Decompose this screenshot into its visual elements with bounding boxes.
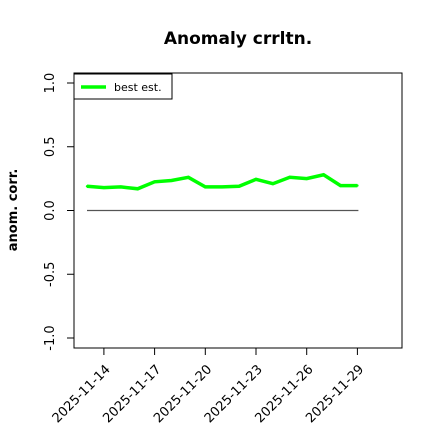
data-point xyxy=(254,178,258,181)
chart-title: Anomaly crrltn. xyxy=(164,29,312,49)
data-point xyxy=(136,187,139,190)
data-point xyxy=(221,185,224,189)
y-axis-label: anom. corr. xyxy=(6,169,21,252)
data-point xyxy=(305,177,308,180)
y-tick-label: 1.0 xyxy=(43,73,58,94)
y-tick-label: -1.0 xyxy=(43,325,58,350)
x-axis: 2025-11-142025-11-172025-11-202025-11-23… xyxy=(50,347,367,426)
data-point xyxy=(356,184,359,187)
data-point xyxy=(119,185,123,189)
y-tick-label: -0.5 xyxy=(43,262,58,287)
data-point xyxy=(85,185,89,188)
data-point xyxy=(187,176,190,179)
data-point xyxy=(339,184,342,187)
data-point xyxy=(271,182,275,185)
data-point xyxy=(237,185,241,188)
data-point xyxy=(153,180,156,183)
y-tick-label: 0.5 xyxy=(43,136,58,157)
data-point xyxy=(288,176,291,179)
series-layer xyxy=(85,172,359,191)
y-tick-label: 0.0 xyxy=(43,200,58,221)
legend: best est. xyxy=(73,73,173,100)
y-axis: -1.0 -0.5 0.0 0.5 1.0 xyxy=(43,73,75,351)
data-point xyxy=(204,185,207,189)
data-point xyxy=(322,173,325,176)
data-point xyxy=(170,179,173,182)
legend-label-best-est: best est. xyxy=(114,81,162,94)
data-point xyxy=(102,186,106,189)
